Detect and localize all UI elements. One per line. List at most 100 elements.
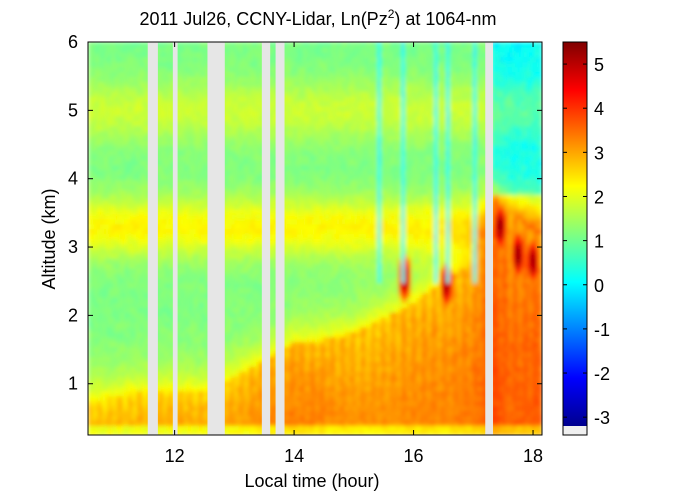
heatmap-cell bbox=[177, 341, 182, 348]
heatmap-cell bbox=[177, 267, 182, 274]
heatmap-cell bbox=[189, 46, 194, 53]
heatmap-cell bbox=[96, 125, 101, 132]
heatmap-cell bbox=[141, 292, 146, 299]
heatmap-cell bbox=[114, 228, 119, 235]
heatmap-cell bbox=[117, 218, 122, 225]
heatmap-cell bbox=[225, 312, 229, 318]
heatmap-cell bbox=[165, 420, 170, 426]
heatmap-cell bbox=[93, 405, 98, 412]
heatmap-cell bbox=[135, 248, 140, 254]
heatmap-cell bbox=[159, 96, 164, 102]
heatmap-cell bbox=[132, 86, 137, 92]
heatmap-cell bbox=[132, 410, 137, 416]
heatmap-cell bbox=[234, 430, 238, 435]
heatmap-cell bbox=[189, 115, 194, 122]
heatmap-cell bbox=[159, 326, 164, 333]
heatmap-cell bbox=[168, 189, 173, 195]
heatmap-cell bbox=[117, 213, 122, 220]
heatmap-cell bbox=[117, 258, 122, 264]
heatmap-cell bbox=[135, 253, 140, 259]
heatmap-cell bbox=[105, 56, 110, 63]
heatmap-cell bbox=[129, 263, 134, 269]
heatmap-cell bbox=[99, 366, 104, 372]
heatmap-cell bbox=[156, 248, 161, 254]
heatmap-cell bbox=[204, 105, 209, 112]
heatmap-cell bbox=[249, 179, 253, 186]
heatmap-cell bbox=[138, 361, 143, 367]
heatmap-cell bbox=[108, 46, 113, 53]
heatmap-cell bbox=[105, 312, 110, 318]
heatmap-cell bbox=[183, 307, 188, 313]
heatmap-cell bbox=[234, 420, 238, 426]
heatmap-cell bbox=[141, 159, 146, 166]
heatmap-cell bbox=[105, 174, 110, 181]
heatmap-cell bbox=[126, 287, 131, 294]
heatmap-cell bbox=[132, 366, 137, 372]
heatmap-cell bbox=[96, 100, 101, 107]
heatmap-cell bbox=[192, 91, 197, 97]
heatmap-cell bbox=[195, 91, 200, 97]
heatmap-cell bbox=[93, 331, 98, 338]
heatmap-cell bbox=[144, 326, 149, 333]
heatmap-cell bbox=[168, 317, 173, 323]
heatmap-cell bbox=[249, 209, 253, 215]
heatmap-cell bbox=[177, 130, 182, 136]
heatmap-cell bbox=[198, 277, 203, 284]
heatmap-cell bbox=[246, 100, 250, 107]
heatmap-cell bbox=[204, 326, 209, 333]
heatmap-cell bbox=[270, 174, 274, 181]
heatmap-cell bbox=[135, 213, 140, 220]
heatmap-cell bbox=[183, 292, 188, 299]
heatmap-cell bbox=[102, 346, 107, 353]
heatmap-cell bbox=[129, 346, 134, 353]
heatmap-cell bbox=[240, 243, 244, 249]
heatmap-cell bbox=[177, 287, 182, 294]
heatmap-cell bbox=[111, 351, 116, 357]
heatmap-cell bbox=[258, 248, 262, 254]
heatmap-cell bbox=[159, 42, 164, 48]
heatmap-cell bbox=[114, 336, 119, 343]
heatmap-cell bbox=[189, 91, 194, 97]
heatmap-cell bbox=[234, 135, 238, 141]
heatmap-cell bbox=[135, 130, 140, 136]
heatmap-cell bbox=[255, 277, 259, 284]
heatmap-cell bbox=[165, 209, 170, 215]
heatmap-cell bbox=[192, 336, 197, 343]
heatmap-cell bbox=[225, 233, 229, 240]
heatmap-cell bbox=[96, 376, 101, 382]
heatmap-cell bbox=[156, 199, 161, 205]
heatmap-cell bbox=[225, 415, 229, 421]
heatmap-cell bbox=[258, 366, 262, 372]
heatmap-cell bbox=[192, 189, 197, 195]
heatmap-cell bbox=[117, 253, 122, 259]
heatmap-cell bbox=[138, 125, 143, 132]
heatmap-cell bbox=[189, 292, 194, 299]
heatmap-cell bbox=[120, 164, 125, 171]
heatmap-cell bbox=[108, 267, 113, 274]
heatmap-cell bbox=[105, 100, 110, 107]
heatmap-cell bbox=[159, 282, 164, 289]
heatmap-cell bbox=[243, 51, 247, 58]
heatmap-cell bbox=[270, 233, 274, 240]
heatmap-cell bbox=[192, 243, 197, 249]
heatmap-cell bbox=[240, 253, 244, 259]
heatmap-cell bbox=[186, 331, 191, 338]
heatmap-cell bbox=[252, 110, 256, 117]
heatmap-cell bbox=[240, 164, 244, 171]
heatmap-cell bbox=[111, 322, 116, 328]
heatmap-cell bbox=[240, 277, 244, 284]
heatmap-cell bbox=[114, 100, 119, 107]
heatmap-cell bbox=[195, 405, 200, 412]
heatmap-cell bbox=[252, 86, 256, 92]
heatmap-cell bbox=[186, 336, 191, 343]
heatmap-cell bbox=[198, 420, 203, 426]
heatmap-cell bbox=[105, 253, 110, 259]
heatmap-cell bbox=[192, 228, 197, 235]
heatmap-cell bbox=[132, 361, 137, 367]
heatmap-cell bbox=[183, 223, 188, 230]
heatmap-cell bbox=[129, 380, 134, 387]
heatmap-cell bbox=[246, 390, 250, 397]
heatmap-cell bbox=[93, 376, 98, 382]
heatmap-cell bbox=[138, 228, 143, 235]
heatmap-cell bbox=[231, 356, 235, 362]
